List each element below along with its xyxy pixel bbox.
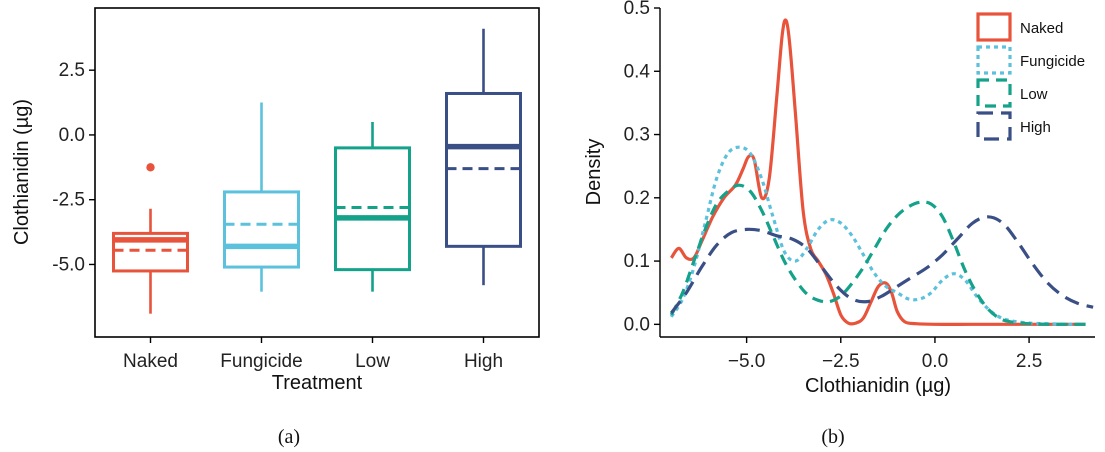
legend-key [976, 78, 1012, 108]
y-axis-title-a: Clothianidin (µg) [11, 99, 33, 245]
x-tick-label-a: Low [355, 351, 390, 372]
x-tick-label-a: Naked [123, 351, 178, 372]
legend-key [976, 45, 1012, 75]
box-plot-panel: -5.0 -2.5 0.0 2.5 Naked Fungicide Low High Tre… [11, 7, 540, 448]
y-tick-label-a: 2.5 [59, 60, 85, 81]
legend-label: Low [1020, 86, 1048, 103]
legend: Naked Fungicide Low High [976, 12, 1085, 141]
y-tick-label-b: 0.1 [624, 251, 650, 272]
density-line-high [670, 215, 1094, 314]
legend-label: Fungicide [1020, 53, 1085, 70]
y-axis-a: -5.0 -2.5 0.0 2.5 [52, 60, 95, 275]
y-tick-label-a: 0.0 [59, 125, 85, 146]
x-tick-label-b: −2.5 [822, 351, 860, 372]
x-tick-label-b: 0.0 [922, 351, 948, 372]
box-fungicide [223, 102, 300, 292]
x-axis-a: Naked Fungicide Low High [123, 337, 503, 372]
legend-item-low: Low [976, 78, 1048, 108]
boxes [112, 28, 522, 314]
legend-key [976, 12, 1012, 42]
legend-item-naked: Naked [976, 12, 1063, 42]
caption-a: (a) [278, 426, 300, 448]
y-tick-label-a: -5.0 [52, 254, 85, 275]
plot-a-frame [94, 7, 540, 338]
y-axis-title-b: Density [583, 139, 605, 206]
x-axis-title-a: Treatment [272, 372, 363, 394]
box-high [445, 28, 522, 286]
x-tick-label-b: −5.0 [728, 351, 766, 372]
x-tick-label-b: 2.5 [1016, 351, 1042, 372]
density-plot-panel: 0.0 0.1 0.2 0.3 0.4 0.5 −5.0 −2.5 0.0 2.5 Naked F… [583, 0, 1095, 448]
x-axis-title-b: Clothianidin (µg) [805, 375, 951, 397]
box-naked [112, 163, 189, 314]
x-tick-label-a: High [464, 351, 503, 372]
y-tick-label-b: 0.2 [624, 188, 650, 209]
legend-label: High [1020, 119, 1051, 136]
y-tick-label-a: -2.5 [52, 190, 85, 211]
x-tick-label-a: Fungicide [220, 351, 302, 372]
box-iqr [223, 190, 300, 269]
density-line-fungicide [669, 145, 1086, 326]
caption-b: (b) [821, 426, 844, 448]
y-tick-label-b: 0.0 [624, 314, 650, 335]
outlier-point [146, 163, 155, 172]
legend-item-high: High [976, 111, 1051, 141]
legend-key [976, 111, 1012, 141]
box-iqr [112, 231, 189, 273]
x-axis-b: −5.0 −2.5 0.0 2.5 [728, 337, 1042, 372]
density-line-low [669, 183, 1086, 326]
box-low [334, 121, 411, 292]
y-tick-label-b: 0.5 [624, 0, 650, 19]
legend-item-fungicide: Fungicide [976, 45, 1085, 75]
y-tick-label-b: 0.4 [624, 61, 651, 82]
legend-label: Naked [1020, 20, 1063, 37]
density-curves [669, 18, 1094, 326]
y-axis-b: 0.0 0.1 0.2 0.3 0.4 0.5 [624, 0, 660, 335]
y-tick-label-b: 0.3 [624, 125, 650, 146]
